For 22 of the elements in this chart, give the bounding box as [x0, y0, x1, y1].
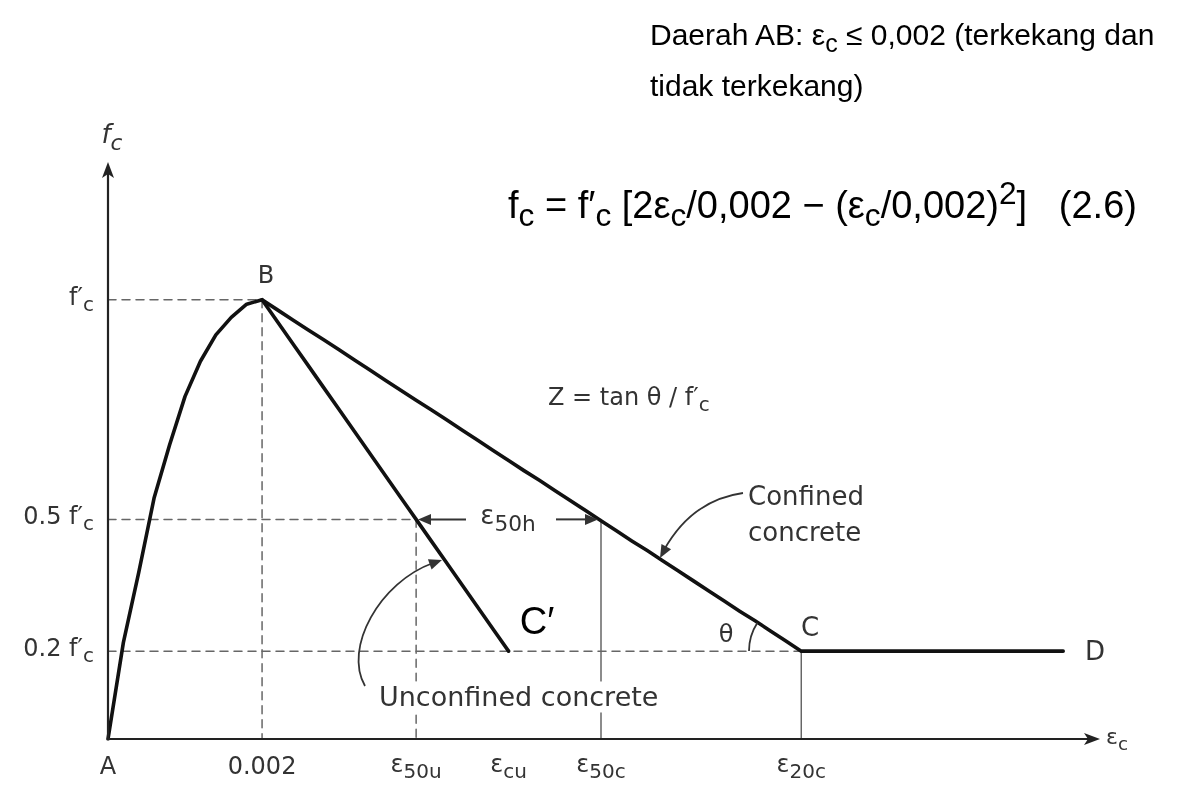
- annotation: D: [1084, 636, 1106, 667]
- annotation: Unconfined concrete: [377, 681, 661, 713]
- annotation: B: [257, 261, 275, 290]
- y-tick-label: 0.2 f′$_{c}$: [23, 634, 94, 668]
- y-tick-label: f′$_{c}$: [69, 282, 94, 316]
- annotation: C′: [519, 600, 555, 644]
- annotation: θ: [718, 620, 734, 649]
- x-tick-label: ε$_{cu}$: [490, 750, 527, 783]
- annotation: Z = tan θ / f′$_{c}$: [548, 383, 710, 416]
- y-tick-label: 0.5 f′$_{c}$: [23, 502, 94, 536]
- x-tick-label: ε$_{50u}$: [390, 750, 442, 783]
- chart-title: Daerah AB: ε$_{c}$ ≤ 0,002 (terkekang dan tidak terkekang): [650, 17, 1156, 104]
- x-axis-title: ε$_{c}$: [1106, 724, 1128, 754]
- annotation: Confined concrete: [748, 480, 864, 549]
- annotation: C: [800, 612, 820, 643]
- x-tick-label: ε$_{20c}$: [776, 750, 826, 783]
- x-tick-label: ε$_{50c}$: [576, 750, 626, 783]
- x-tick-label: A: [99, 752, 117, 781]
- text: f$_{c}$ = f′$_{c}$ [2ε$_{c}$/0,002 − (ε$_{c}$/0,002)$^{2}$] (2.6): [508, 175, 1137, 234]
- y-axis-title: f$_{c}$: [101, 119, 123, 156]
- x-tick-label: 0.002: [227, 752, 297, 781]
- annotation: ε$_{50h}$: [480, 500, 536, 537]
